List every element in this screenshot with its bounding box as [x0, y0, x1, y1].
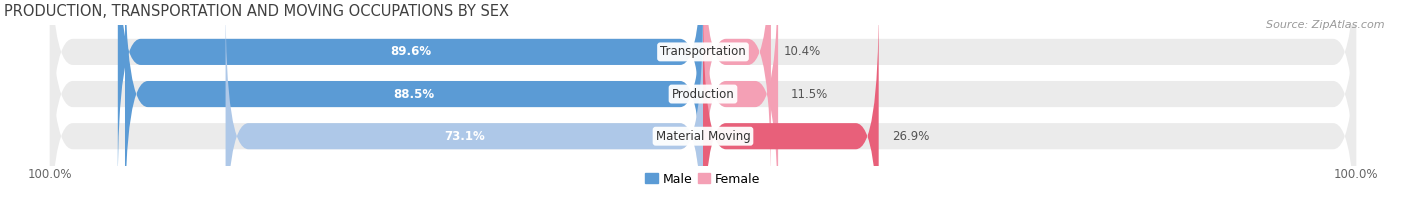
FancyBboxPatch shape	[49, 0, 703, 186]
Text: 11.5%: 11.5%	[792, 87, 828, 100]
Legend: Male, Female: Male, Female	[641, 167, 765, 190]
FancyBboxPatch shape	[125, 0, 703, 197]
FancyBboxPatch shape	[703, 0, 770, 186]
Text: Source: ZipAtlas.com: Source: ZipAtlas.com	[1267, 20, 1385, 30]
Text: PRODUCTION, TRANSPORTATION AND MOVING OCCUPATIONS BY SEX: PRODUCTION, TRANSPORTATION AND MOVING OC…	[4, 4, 509, 19]
FancyBboxPatch shape	[703, 2, 1357, 197]
FancyBboxPatch shape	[118, 0, 703, 186]
FancyBboxPatch shape	[703, 0, 1357, 186]
Text: Material Moving: Material Moving	[655, 130, 751, 143]
Text: 73.1%: 73.1%	[444, 130, 485, 143]
FancyBboxPatch shape	[703, 0, 1357, 197]
FancyBboxPatch shape	[49, 0, 703, 197]
Text: 10.4%: 10.4%	[785, 45, 821, 58]
FancyBboxPatch shape	[703, 2, 879, 197]
Text: Production: Production	[672, 87, 734, 100]
FancyBboxPatch shape	[225, 2, 703, 197]
Text: 26.9%: 26.9%	[891, 130, 929, 143]
Text: 88.5%: 88.5%	[394, 87, 434, 100]
FancyBboxPatch shape	[49, 2, 703, 197]
FancyBboxPatch shape	[703, 0, 778, 197]
Text: Transportation: Transportation	[661, 45, 745, 58]
Text: 89.6%: 89.6%	[389, 45, 432, 58]
